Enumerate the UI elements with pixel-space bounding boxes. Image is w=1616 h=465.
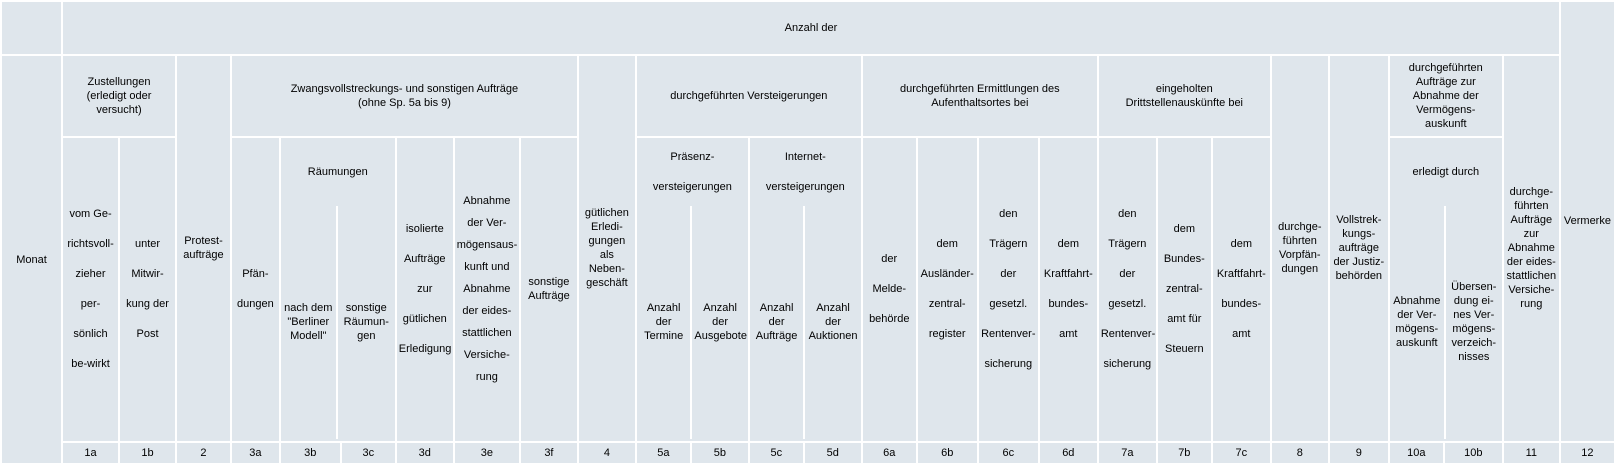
col-num: 5b	[691, 442, 748, 463]
col-3a-header: Pfän- dungen	[231, 137, 279, 441]
col-6d-header: dem Kraftfahrt- bundes- amt	[1039, 137, 1097, 441]
drittstellen-header: eingeholten Drittstellenauskünfte bei	[1098, 56, 1270, 136]
vorpfaendungen-header: durchge- führten Vorpfän- dungen	[1271, 56, 1328, 441]
monat-header: Monat	[2, 56, 62, 463]
col-1b-header: unter Mitwir- kung der Post	[120, 137, 176, 441]
vollstreckungsauftraege-header: Vollstrek- kungs- aufträge der Justiz- b…	[1329, 56, 1388, 441]
col-num: 7c	[1212, 442, 1270, 463]
guetlichen-header: gütlichen Erledi- gungen als Neben- gesc…	[578, 56, 635, 441]
col-3d-header: isolierte Aufträge zur gütlichen Erledig…	[396, 137, 453, 441]
col-num: 6a	[862, 442, 916, 463]
col-num: 8	[1271, 442, 1328, 463]
col-5a-header: Anzahl der Termine	[636, 205, 693, 439]
col-num: 3b	[280, 442, 340, 463]
col-7c-header: dem Kraftfahrt- bundes- amt	[1212, 137, 1270, 441]
raeumungen-header: Räumungen	[280, 139, 395, 204]
col-3e-header: Abnahme der Ver- mögensaus- kunft und Ab…	[454, 137, 519, 441]
col-num: 7a	[1098, 442, 1156, 463]
col-3b-header: nach dem "Berliner Modell"	[280, 205, 338, 439]
col-5b-header: Anzahl der Ausgebote	[692, 205, 748, 439]
protest-header: Protest- aufträge	[177, 56, 230, 441]
col-num: 2	[177, 442, 230, 463]
col-6c-header: den Trägern der gesetzl. Rentenver- sich…	[978, 137, 1038, 441]
col-6b-header: dem Ausländer- zentral- register	[917, 137, 977, 441]
col-10a-header: Abnahme der Ver- mögens- auskunft	[1389, 205, 1446, 439]
column-number-row: 1a 1b 2 3a 3b 3c 3d 3e 3f 4 5a 5b 5c 5d …	[2, 442, 1614, 463]
corner-cell	[2, 2, 62, 55]
col-num: 3d	[396, 442, 453, 463]
zustellungen-header: Zustellungen (erledigt oder versucht)	[63, 56, 176, 136]
ermittlungen-header: durchgeführten Ermittlungen des Aufentha…	[862, 56, 1097, 136]
col-7b-header: dem Bundes- zentral- amt für Steuern	[1157, 137, 1211, 441]
anzahl-der-header: Anzahl der	[63, 2, 1559, 55]
col-1a-header: vom Ge- richtsvoll- zieher per- sönlich …	[63, 137, 119, 441]
col-num: 6d	[1039, 442, 1097, 463]
col-num: 5c	[749, 442, 803, 463]
col-num: 5a	[636, 442, 690, 463]
abnahme-vermoegensauskunft-header: durchgeführten Aufträge zur Abnahme der …	[1389, 56, 1502, 136]
col-num: 3c	[341, 442, 395, 463]
col-num: 6b	[917, 442, 977, 463]
col-3c-header: sonstige Räumun- gen	[337, 205, 395, 439]
col-num: 9	[1329, 442, 1388, 463]
col-num: 4	[578, 442, 635, 463]
col-num: 3e	[454, 442, 519, 463]
col-num: 1b	[120, 442, 176, 463]
col-5c-header: Anzahl der Aufträge	[749, 205, 806, 439]
col-6a-header: der Melde- behörde	[862, 137, 916, 441]
col-num: 10b	[1444, 442, 1502, 463]
col-10b-header: Übersen- dung ei- nes Ver- mögens- verze…	[1445, 205, 1502, 439]
col-7a-header: den Trägern der gesetzl. Rentenver- sich…	[1098, 137, 1156, 441]
col-5d-header: Anzahl der Auktionen	[805, 205, 861, 439]
col-num: 5d	[804, 442, 861, 463]
versteigerungen-header: durchgeführten Versteigerungen	[636, 56, 861, 136]
col-num: 1a	[63, 442, 119, 463]
abnahme-eides-header: durchge- führten Aufträge zur Abnahme de…	[1503, 56, 1559, 441]
zwangsvollstreckung-header: Zwangsvollstreckungs- und sonstigen Auft…	[231, 56, 577, 136]
col-num: 12	[1560, 442, 1614, 463]
erledigt-durch-header: erledigt durch	[1389, 139, 1502, 204]
col-num: 7b	[1157, 442, 1211, 463]
col-num: 3a	[231, 442, 279, 463]
praesenz-header: Präsenz- versteigerungen	[636, 139, 748, 204]
col-num: 3f	[520, 442, 577, 463]
col-num: 6c	[978, 442, 1038, 463]
col-num: 11	[1503, 442, 1559, 463]
col-3f-header: sonstige Aufträge	[520, 137, 577, 441]
col-num: 10a	[1389, 442, 1443, 463]
internet-header: Internet- versteigerungen	[749, 139, 861, 204]
vermerke-header: Vermerke	[1560, 2, 1614, 441]
